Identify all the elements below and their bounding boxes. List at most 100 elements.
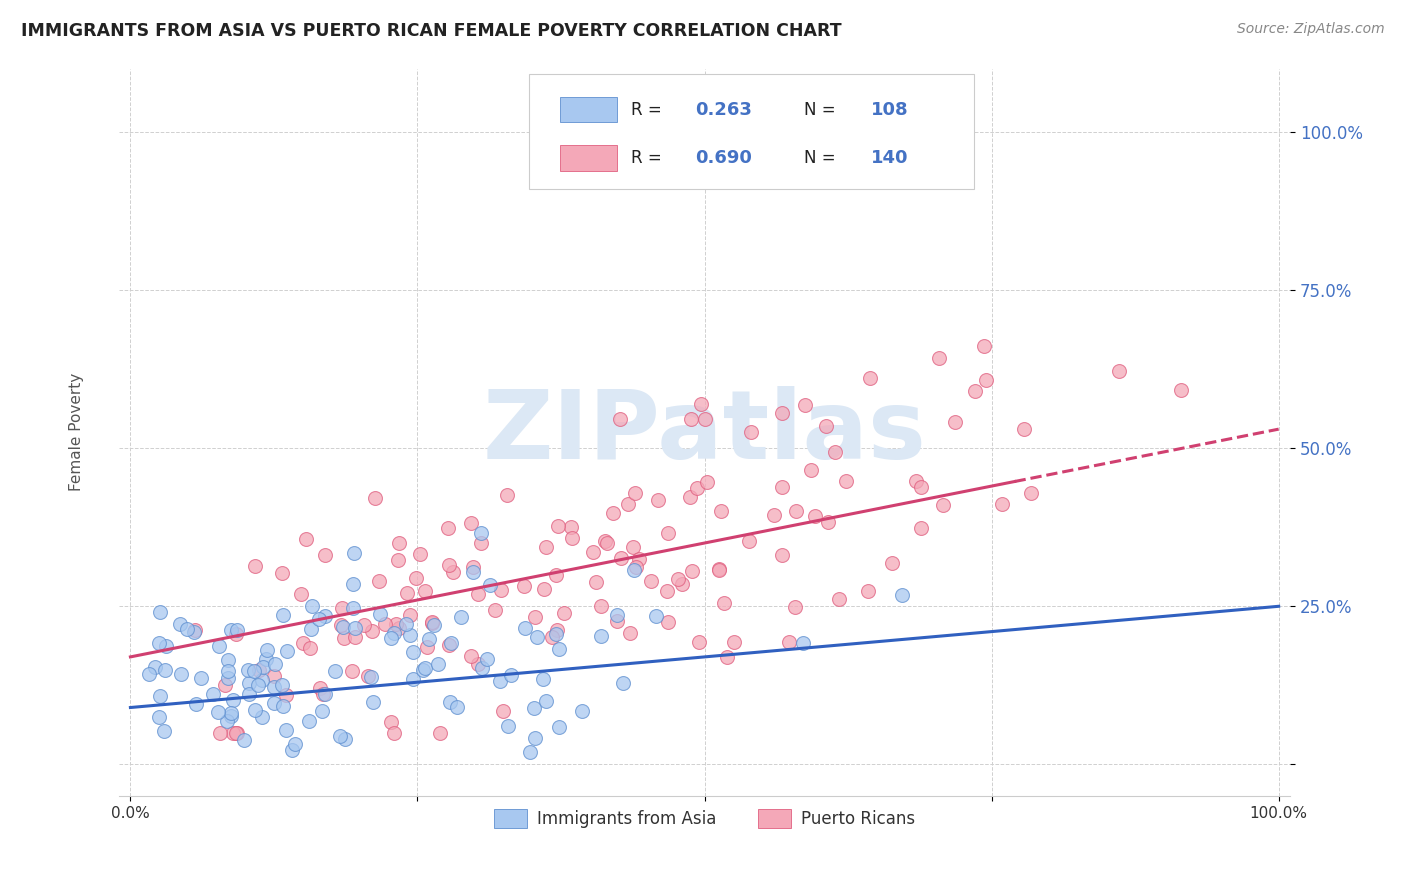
Point	[1170, 384, 1192, 398]
Point	[184, 623, 207, 637]
Point	[439, 558, 461, 573]
Point	[243, 665, 266, 679]
Point	[247, 664, 270, 678]
Point	[783, 599, 806, 614]
Point	[489, 582, 512, 597]
Point	[880, 557, 903, 571]
Point	[609, 550, 631, 565]
Point	[440, 635, 463, 649]
Point	[461, 559, 484, 574]
Point	[263, 697, 285, 711]
Point	[382, 626, 405, 640]
Point	[547, 720, 569, 734]
Point	[707, 562, 730, 576]
Point	[292, 636, 315, 650]
Point	[330, 601, 353, 615]
Point	[585, 575, 607, 590]
Point	[263, 668, 285, 682]
Text: 108: 108	[870, 101, 908, 119]
Point	[217, 653, 239, 667]
Point	[254, 652, 277, 666]
Point	[932, 498, 955, 512]
Point	[380, 714, 402, 729]
Point	[238, 676, 260, 690]
Point	[245, 558, 267, 573]
Point	[619, 626, 641, 640]
Point	[817, 515, 839, 529]
Point	[271, 699, 294, 714]
Bar	[561, 96, 617, 122]
Legend: Immigrants from Asia, Puerto Ricans: Immigrants from Asia, Puerto Ricans	[486, 803, 922, 835]
Point	[547, 642, 569, 657]
Point	[617, 497, 640, 511]
Point	[412, 663, 434, 677]
Point	[226, 624, 249, 638]
Point	[208, 640, 231, 654]
Point	[427, 657, 450, 671]
Point	[679, 490, 702, 504]
Point	[420, 615, 443, 630]
Point	[467, 657, 489, 671]
Point	[416, 640, 439, 655]
Text: R =: R =	[631, 149, 666, 167]
Point	[149, 605, 172, 619]
Point	[621, 540, 644, 554]
Point	[470, 535, 492, 549]
Point	[770, 406, 793, 420]
Point	[492, 704, 515, 718]
Point	[591, 599, 613, 614]
Point	[250, 709, 273, 723]
Point	[534, 694, 557, 708]
Point	[496, 719, 519, 733]
Point	[236, 663, 259, 677]
Point	[225, 726, 247, 740]
Point	[360, 670, 382, 684]
Point	[905, 474, 928, 488]
Point	[439, 695, 461, 709]
Point	[471, 661, 494, 675]
Point	[446, 699, 468, 714]
Point	[591, 629, 613, 643]
Point	[201, 687, 224, 701]
Point	[609, 412, 631, 426]
Point	[271, 607, 294, 622]
Point	[655, 584, 678, 599]
Point	[217, 671, 239, 685]
Point	[398, 628, 420, 642]
Point	[143, 659, 166, 673]
Point	[531, 672, 554, 686]
Point	[332, 632, 354, 646]
Point	[815, 419, 838, 434]
Point	[380, 631, 402, 645]
Point	[190, 671, 212, 685]
Point	[276, 689, 298, 703]
Point	[770, 480, 793, 494]
Point	[740, 425, 762, 439]
Point	[420, 615, 443, 630]
Point	[460, 516, 482, 530]
Point	[523, 701, 546, 715]
Point	[298, 714, 321, 728]
Point	[523, 610, 546, 624]
Point	[415, 661, 437, 675]
Point	[374, 617, 396, 632]
Point	[1021, 486, 1043, 500]
Point	[314, 687, 336, 701]
Point	[544, 568, 567, 582]
Point	[804, 508, 827, 523]
Point	[437, 639, 460, 653]
Text: 0.690: 0.690	[695, 149, 752, 167]
Point	[974, 374, 997, 388]
Point	[671, 576, 693, 591]
Point	[526, 630, 548, 644]
Point	[763, 508, 786, 523]
Point	[155, 639, 177, 653]
Point	[546, 623, 568, 637]
Point	[640, 574, 662, 589]
Point	[382, 726, 405, 740]
Point	[713, 596, 735, 610]
Point	[388, 536, 411, 550]
Point	[252, 660, 274, 674]
Point	[217, 664, 239, 678]
Point	[225, 726, 247, 740]
